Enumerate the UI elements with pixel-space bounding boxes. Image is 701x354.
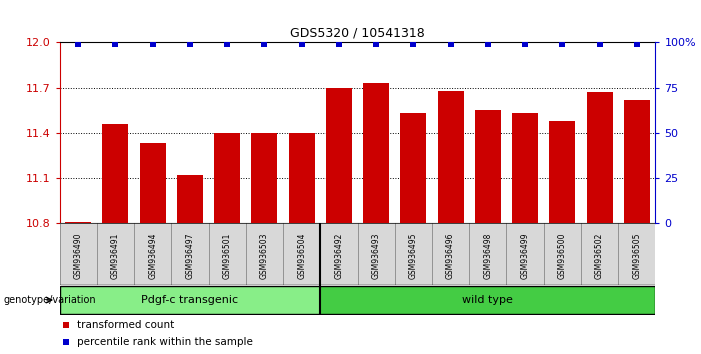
Text: GSM936500: GSM936500 xyxy=(558,232,567,279)
Text: GSM936496: GSM936496 xyxy=(446,232,455,279)
Title: GDS5320 / 10541318: GDS5320 / 10541318 xyxy=(290,27,425,40)
Text: GSM936499: GSM936499 xyxy=(521,232,529,279)
Bar xyxy=(624,100,650,223)
Text: GSM936490: GSM936490 xyxy=(74,232,83,279)
Text: GSM936491: GSM936491 xyxy=(111,232,120,279)
Bar xyxy=(587,92,613,223)
Text: GSM936503: GSM936503 xyxy=(260,232,269,279)
Bar xyxy=(475,110,501,223)
Text: GSM936505: GSM936505 xyxy=(632,232,641,279)
Text: GSM936492: GSM936492 xyxy=(334,232,343,279)
Bar xyxy=(177,175,203,223)
Bar xyxy=(326,88,352,223)
Text: percentile rank within the sample: percentile rank within the sample xyxy=(77,337,253,347)
Bar xyxy=(437,91,463,223)
Bar xyxy=(512,113,538,223)
Text: GSM936498: GSM936498 xyxy=(484,232,492,279)
Bar xyxy=(60,286,320,314)
Bar xyxy=(102,124,128,223)
Bar xyxy=(550,121,576,223)
Text: GSM936501: GSM936501 xyxy=(223,232,231,279)
Bar xyxy=(252,133,278,223)
Text: wild type: wild type xyxy=(463,295,513,305)
Text: GSM936497: GSM936497 xyxy=(186,232,194,279)
Bar xyxy=(65,222,91,223)
Text: GSM936494: GSM936494 xyxy=(148,232,157,279)
Bar xyxy=(400,113,426,223)
Text: GSM936495: GSM936495 xyxy=(409,232,418,279)
Bar xyxy=(289,133,315,223)
Text: genotype/variation: genotype/variation xyxy=(4,295,96,305)
Text: GSM936502: GSM936502 xyxy=(595,232,604,279)
Bar xyxy=(214,133,240,223)
Bar xyxy=(363,83,389,223)
Text: Pdgf-c transgenic: Pdgf-c transgenic xyxy=(142,295,238,305)
Bar xyxy=(320,286,655,314)
Text: GSM936504: GSM936504 xyxy=(297,232,306,279)
Bar xyxy=(139,143,165,223)
Text: transformed count: transformed count xyxy=(77,320,175,330)
Text: GSM936493: GSM936493 xyxy=(372,232,381,279)
